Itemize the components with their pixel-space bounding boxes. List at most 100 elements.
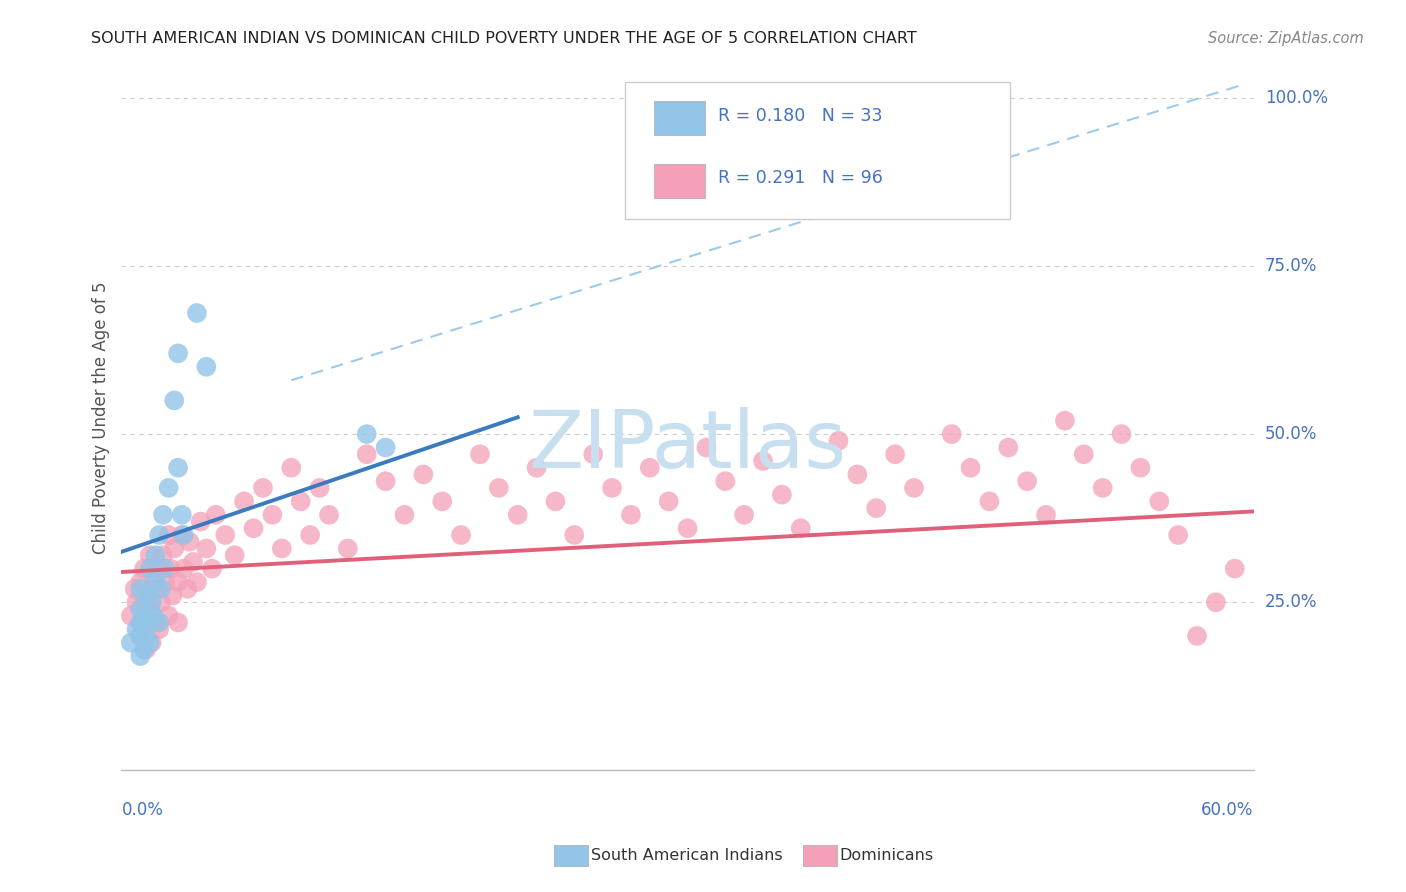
Point	[299, 528, 322, 542]
Point	[153, 575, 176, 590]
Point	[186, 306, 208, 320]
Point	[129, 602, 152, 616]
Point	[167, 615, 190, 630]
Point	[959, 460, 981, 475]
Point	[224, 548, 246, 562]
Point	[526, 460, 548, 475]
Point	[582, 447, 605, 461]
Point	[600, 481, 623, 495]
Point	[846, 467, 869, 482]
Text: South American Indians: South American Indians	[591, 848, 782, 863]
Point	[179, 534, 201, 549]
Point	[129, 582, 152, 596]
Point	[139, 602, 162, 616]
Point	[544, 494, 567, 508]
Point	[195, 359, 218, 374]
Point	[181, 555, 204, 569]
Point	[148, 615, 170, 630]
Point	[152, 548, 174, 562]
Bar	[654, 164, 704, 198]
Point	[125, 622, 148, 636]
Text: Dominicans: Dominicans	[839, 848, 934, 863]
Point	[145, 575, 167, 590]
Point	[374, 441, 396, 455]
Point	[124, 582, 146, 596]
Point	[167, 575, 190, 590]
Point	[163, 541, 186, 556]
Point	[1073, 447, 1095, 461]
Point	[1149, 494, 1171, 508]
Point	[290, 494, 312, 508]
Point	[204, 508, 226, 522]
Point	[318, 508, 340, 522]
Point	[733, 508, 755, 522]
Point	[374, 474, 396, 488]
Point	[163, 393, 186, 408]
Point	[1017, 474, 1039, 488]
Point	[468, 447, 491, 461]
Point	[1205, 595, 1227, 609]
Point	[132, 642, 155, 657]
Point	[173, 528, 195, 542]
Point	[148, 528, 170, 542]
Point	[412, 467, 434, 482]
Point	[129, 629, 152, 643]
Point	[170, 508, 193, 522]
Point	[1035, 508, 1057, 522]
Point	[136, 589, 159, 603]
Point	[146, 582, 169, 596]
Point	[695, 441, 717, 455]
Point	[162, 589, 184, 603]
Text: R = 0.291   N = 96: R = 0.291 N = 96	[718, 169, 883, 187]
Text: 60.0%: 60.0%	[1201, 801, 1254, 819]
Point	[270, 541, 292, 556]
Text: ZIPatlas: ZIPatlas	[529, 407, 846, 484]
Point	[201, 561, 224, 575]
Point	[979, 494, 1001, 508]
Point	[152, 508, 174, 522]
Point	[1185, 629, 1208, 643]
Point	[308, 481, 330, 495]
Text: 0.0%: 0.0%	[121, 801, 163, 819]
Text: R = 0.180   N = 33: R = 0.180 N = 33	[718, 107, 883, 125]
Point	[752, 454, 775, 468]
Point	[638, 460, 661, 475]
Point	[120, 608, 142, 623]
Point	[167, 346, 190, 360]
FancyBboxPatch shape	[626, 82, 1010, 219]
Point	[132, 595, 155, 609]
Point	[139, 635, 162, 649]
Point	[157, 481, 180, 495]
Point	[903, 481, 925, 495]
Point	[488, 481, 510, 495]
Point	[141, 635, 163, 649]
Point	[139, 561, 162, 575]
Point	[356, 447, 378, 461]
Point	[941, 427, 963, 442]
Point	[233, 494, 256, 508]
Point	[506, 508, 529, 522]
Point	[142, 575, 165, 590]
Text: 100.0%: 100.0%	[1265, 88, 1327, 107]
Point	[150, 582, 173, 596]
Text: 75.0%: 75.0%	[1265, 257, 1317, 275]
Point	[214, 528, 236, 542]
Point	[658, 494, 681, 508]
Point	[432, 494, 454, 508]
Point	[129, 575, 152, 590]
Point	[148, 561, 170, 575]
Point	[336, 541, 359, 556]
Point	[356, 427, 378, 442]
Point	[1091, 481, 1114, 495]
Point	[135, 629, 157, 643]
Point	[125, 595, 148, 609]
Text: SOUTH AMERICAN INDIAN VS DOMINICAN CHILD POVERTY UNDER THE AGE OF 5 CORRELATION : SOUTH AMERICAN INDIAN VS DOMINICAN CHILD…	[91, 31, 917, 46]
Point	[884, 447, 907, 461]
Point	[1129, 460, 1152, 475]
Point	[865, 501, 887, 516]
Point	[790, 521, 813, 535]
Point	[620, 508, 643, 522]
Point	[153, 561, 176, 575]
Point	[135, 642, 157, 657]
Point	[150, 595, 173, 609]
